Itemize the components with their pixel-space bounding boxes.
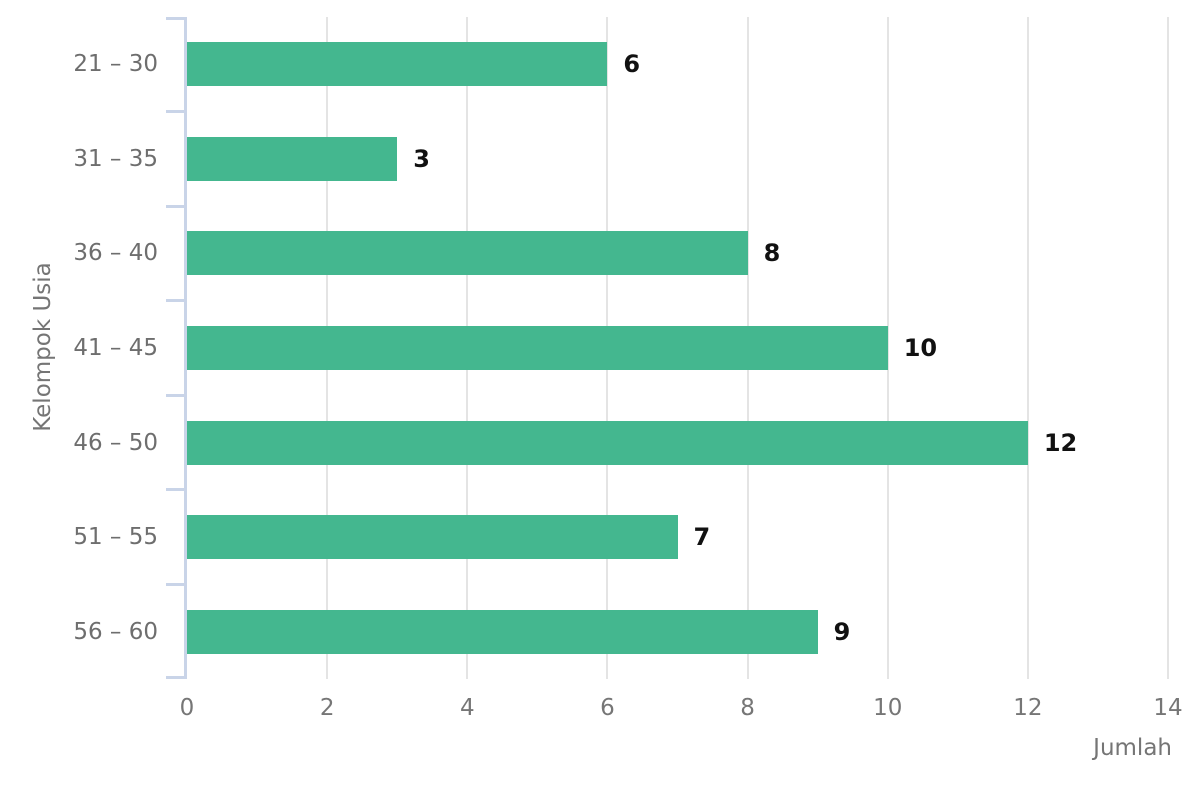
y-axis-tick — [166, 17, 184, 20]
gridline — [1167, 17, 1169, 679]
x-axis-title: Jumlah — [1093, 735, 1172, 761]
category-label: 46 – 50 — [73, 429, 158, 456]
bar — [187, 231, 748, 276]
bar — [187, 609, 818, 654]
bar — [187, 420, 1028, 465]
x-tick-label: 12 — [1013, 695, 1043, 721]
category-label: 36 – 40 — [73, 240, 158, 267]
y-axis-tick — [166, 676, 184, 679]
x-tick-label: 2 — [319, 695, 335, 721]
y-axis-line — [184, 17, 187, 679]
x-tick-label: 6 — [600, 695, 615, 721]
bar — [187, 515, 678, 560]
bar-value-label: 7 — [693, 523, 711, 552]
y-axis-tick — [166, 393, 184, 397]
x-tick-label: 10 — [873, 695, 903, 721]
bar — [187, 326, 888, 370]
y-axis-tick — [166, 110, 184, 114]
category-label: 51 – 55 — [73, 524, 158, 551]
bar-value-label: 9 — [833, 617, 851, 646]
x-tick-label: 0 — [179, 695, 195, 721]
bar-value-label: 3 — [413, 144, 430, 173]
y-axis-tick — [166, 582, 184, 586]
y-axis-tick — [166, 204, 184, 208]
bar-value-label: 10 — [903, 334, 938, 362]
plot-area: 6 3 8 10 12 7 9 — [166, 17, 1169, 679]
bar — [187, 136, 398, 181]
gridline — [886, 17, 889, 679]
y-axis-tick — [166, 299, 184, 303]
category-label: 56 – 60 — [73, 618, 158, 645]
y-axis-tick — [166, 488, 184, 492]
bar-value-label: 6 — [623, 50, 641, 79]
category-label: 21 – 30 — [73, 51, 158, 78]
category-label: 41 – 45 — [73, 334, 158, 361]
x-tick-label: 14 — [1153, 695, 1183, 721]
x-tick-label: 8 — [740, 695, 755, 721]
bar — [187, 42, 608, 87]
bar-value-label: 12 — [1043, 428, 1078, 457]
category-label: 31 – 35 — [73, 145, 158, 172]
gridline — [1026, 17, 1029, 679]
x-tick-label: 4 — [459, 695, 475, 721]
category-labels: 21 – 30 31 – 35 36 – 40 41 – 45 46 – 50 51 – … — [0, 17, 158, 679]
bar-value-label: 8 — [763, 239, 781, 268]
